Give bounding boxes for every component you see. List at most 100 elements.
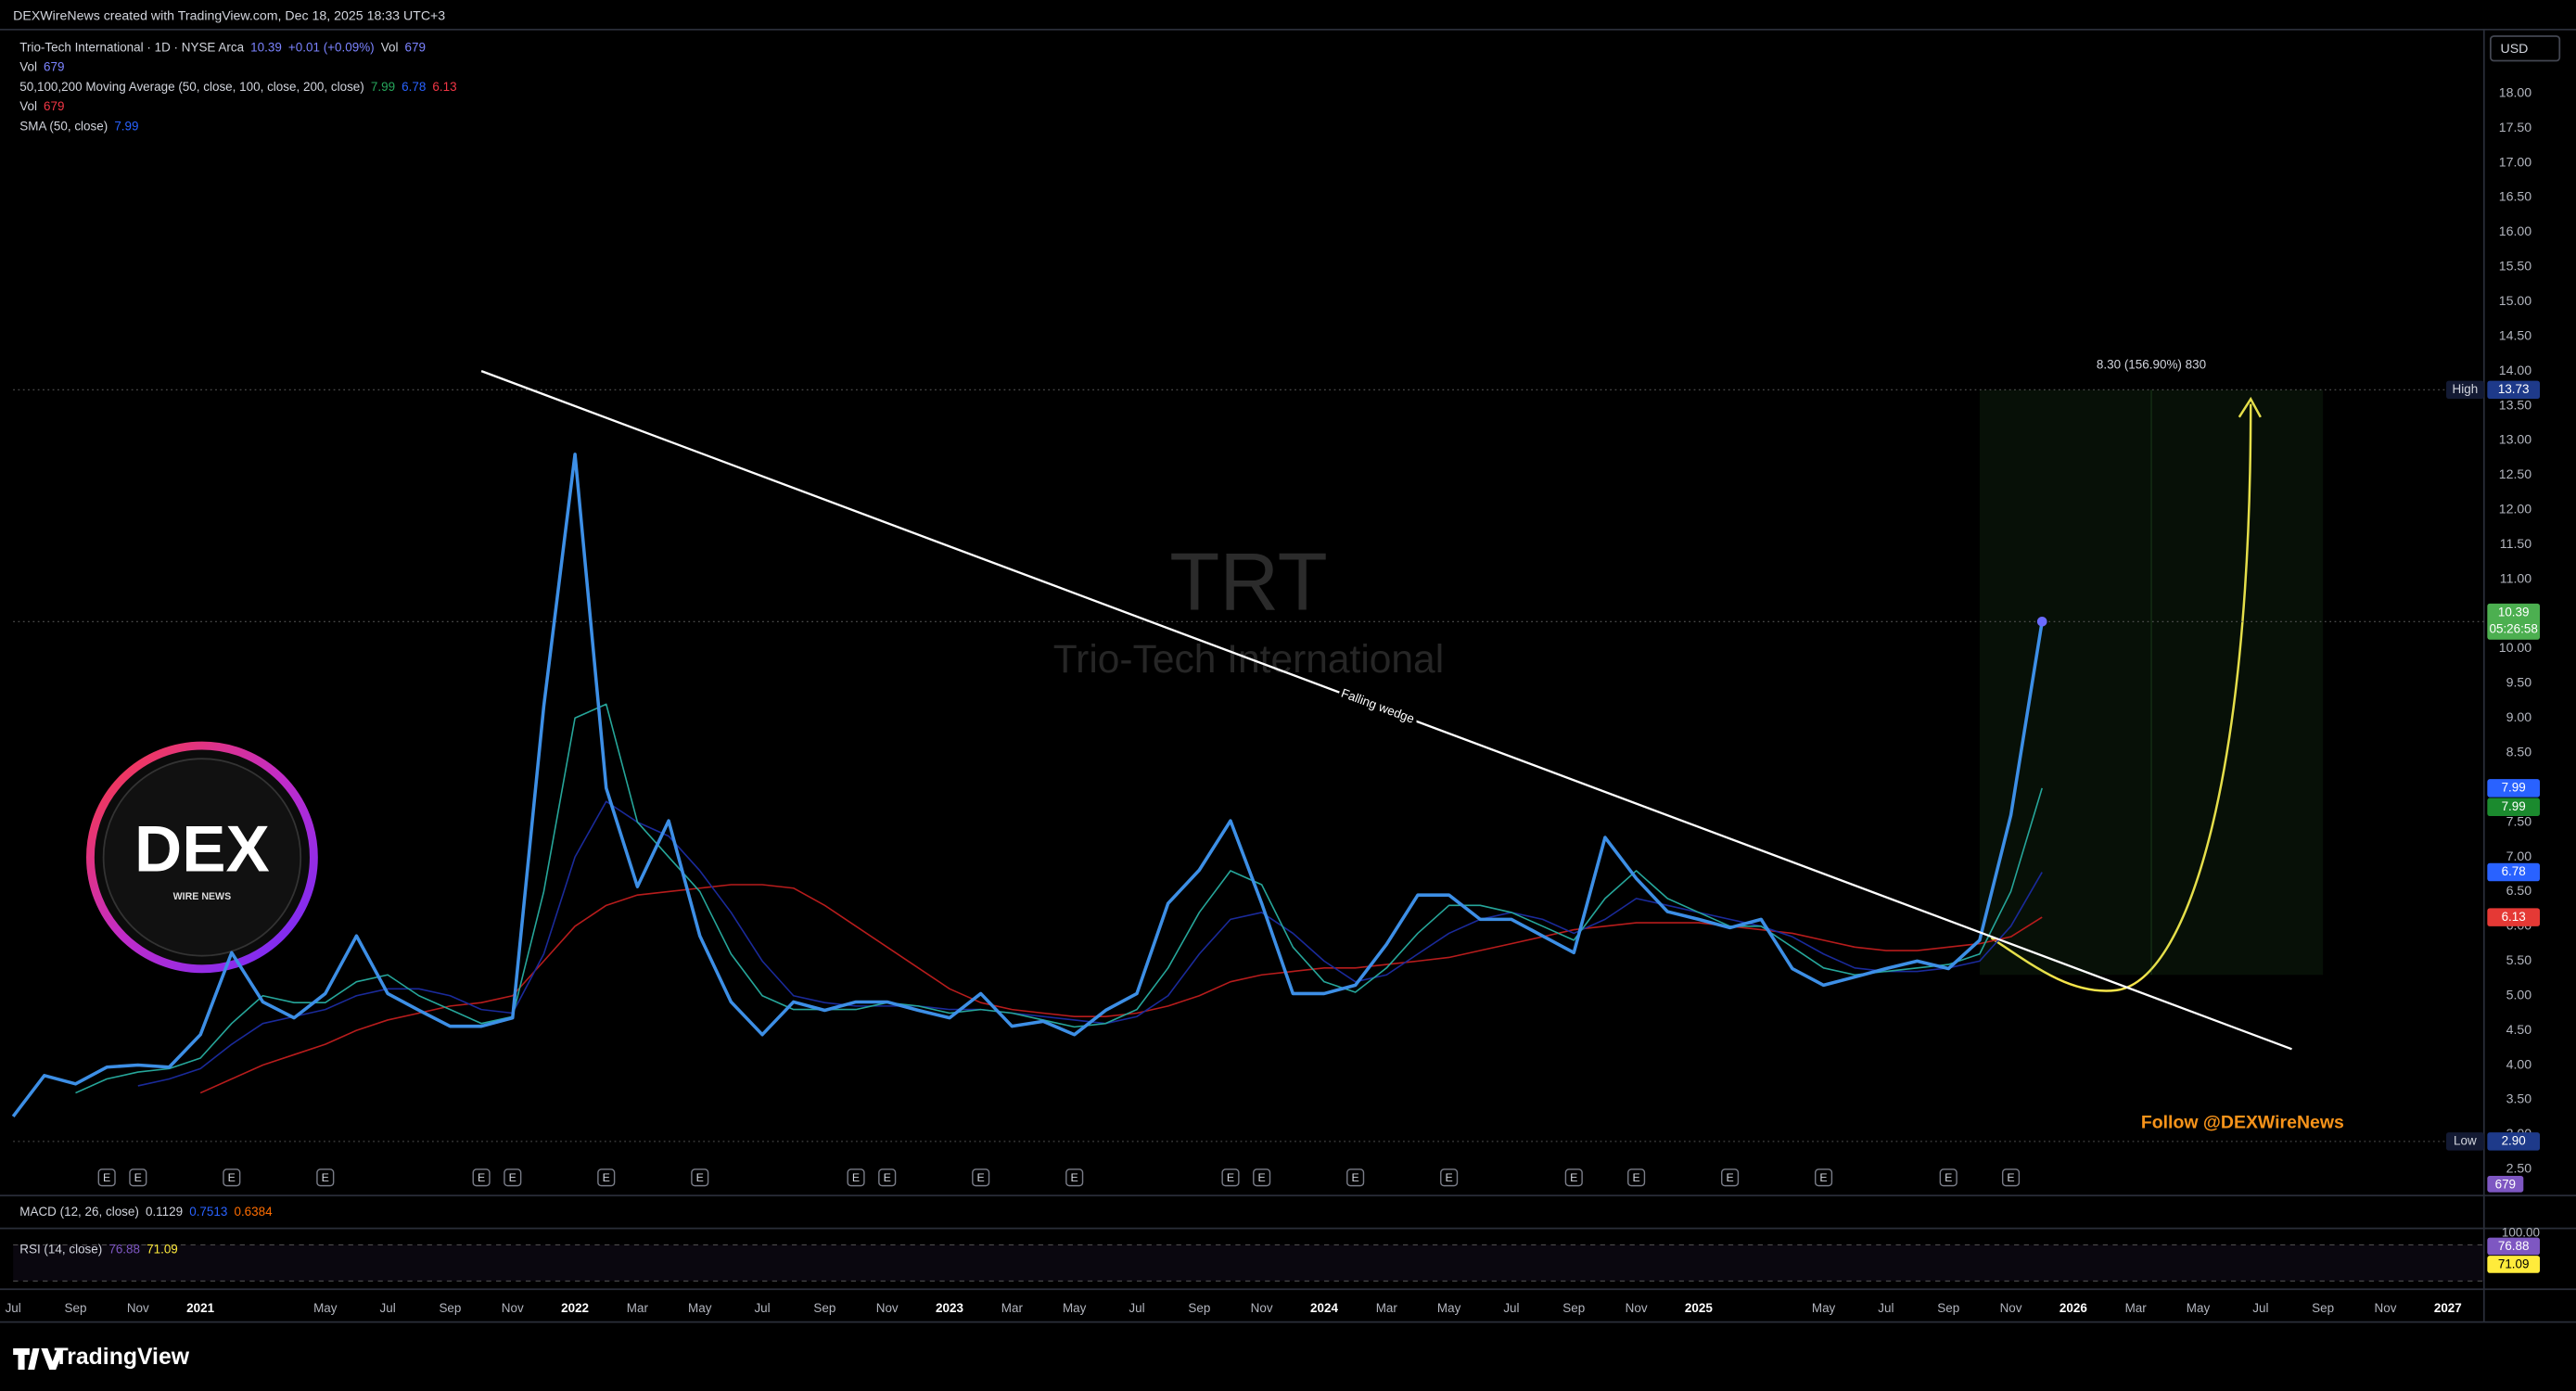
brand[interactable]: TradingView — [13, 1345, 190, 1370]
follow-note[interactable]: Follow @DEXWireNews — [2141, 1112, 2344, 1132]
earnings-marker — [878, 1168, 897, 1187]
x-tick-label: 2024 — [1310, 1301, 1338, 1315]
rsi-tag-value: 76.88 — [2498, 1239, 2530, 1253]
watermark-symbol: TRT — [1169, 535, 1328, 627]
earnings-label: E — [1352, 1171, 1359, 1184]
earnings-marker — [597, 1168, 616, 1187]
price-line — [11, 453, 2044, 1117]
y-tick-label: 11.50 — [2500, 537, 2532, 552]
logo-subtitle: WIRE NEWS — [173, 891, 231, 902]
earnings-label: E — [603, 1171, 610, 1184]
legend-item: 679 — [44, 59, 64, 73]
x-tick-label: Sep — [1937, 1301, 1959, 1315]
legend-item: 679 — [405, 40, 426, 54]
price-tag-countdown: 05:26:58 — [2489, 622, 2537, 636]
earnings-marker — [691, 1168, 709, 1187]
legend-row: 50,100,200 Moving Average (50, close, 10… — [19, 79, 456, 93]
earnings-label: E — [228, 1171, 236, 1184]
earnings-label: E — [1945, 1171, 1952, 1184]
legend-item: MACD (12, 26, close) — [19, 1205, 139, 1219]
legend-row: SMA (50, close) 7.99 — [19, 119, 138, 133]
price-tag-value: 6.13 — [2502, 910, 2526, 924]
price-tag-name: High — [2453, 382, 2479, 396]
trendline — [480, 370, 2292, 1051]
x-tick-label: 2025 — [1685, 1301, 1713, 1315]
legend-item: 76.88 — [108, 1242, 140, 1256]
legend-item: Vol — [19, 59, 37, 73]
x-tick-label: May — [1812, 1301, 1836, 1315]
earnings-label: E — [1071, 1171, 1078, 1184]
price-tag-value: 7.99 — [2502, 799, 2526, 813]
x-tick-label: Sep — [65, 1301, 87, 1315]
earnings-label: E — [977, 1171, 985, 1184]
earnings-label: E — [1445, 1171, 1452, 1184]
logo: DEX WIRE NEWS — [86, 741, 318, 974]
earnings-label: E — [1819, 1171, 1827, 1184]
legend-item: 0.6384 — [234, 1205, 273, 1219]
legend-item: Trio-Tech International · 1D · NYSE Arca — [19, 40, 244, 54]
earnings-marker — [1815, 1168, 1833, 1187]
x-tick-label: Mar — [1001, 1301, 1024, 1315]
y-tick-label: 7.00 — [2506, 849, 2532, 864]
legend-item: 50,100,200 Moving Average (50, close, 10… — [19, 79, 364, 93]
legend-row: RSI (14, close) 76.88 71.09 — [19, 1242, 178, 1256]
legend-item: 6.78 — [402, 79, 426, 93]
earnings-marker — [972, 1168, 990, 1187]
last-price-dot — [2036, 616, 2047, 627]
legend-item: 7.99 — [371, 79, 395, 93]
x-tick-label: Sep — [813, 1301, 835, 1315]
x-tick-label: Jul — [380, 1301, 396, 1315]
y-tick-label: 4.50 — [2506, 1023, 2532, 1038]
y-tick-label: 11.00 — [2500, 571, 2532, 586]
legend-row: Vol 679 — [19, 99, 64, 113]
price-tag-value: 6.78 — [2502, 864, 2526, 878]
price-tag-name-box — [2446, 380, 2484, 400]
legend-item: 71.09 — [147, 1242, 178, 1256]
rsi-tick-label: 100.00 — [2502, 1226, 2540, 1240]
x-tick-label: 2027 — [2434, 1301, 2462, 1315]
earnings-label: E — [2007, 1171, 2014, 1184]
earnings-label: E — [322, 1171, 329, 1184]
earnings-label: E — [1570, 1171, 1577, 1184]
legend-item: 0.7513 — [189, 1205, 227, 1219]
earnings-marker — [504, 1168, 522, 1187]
x-tick-label: Jul — [1503, 1301, 1519, 1315]
arrow-head — [2238, 396, 2262, 418]
price-tag-value: 7.99 — [2502, 781, 2526, 795]
x-tick-label: May — [1063, 1301, 1087, 1315]
legend-item: 679 — [44, 99, 64, 113]
y-tick-label: 15.50 — [2499, 260, 2532, 274]
earnings-marker — [316, 1168, 335, 1187]
legend-item: 7.99 — [114, 119, 138, 133]
price-tag — [2487, 862, 2541, 882]
y-tick-label: 3.50 — [2506, 1092, 2532, 1107]
earnings-label: E — [478, 1171, 485, 1184]
logo-disc — [102, 758, 302, 957]
y-tick-label: 10.00 — [2499, 641, 2532, 656]
legend-row: Vol 679 — [19, 59, 64, 73]
earnings-label: E — [134, 1171, 142, 1184]
legend-item: 6.13 — [432, 79, 456, 93]
earnings-marker — [1346, 1168, 1365, 1187]
x-tick-label: May — [2187, 1301, 2211, 1315]
legend-item: RSI (14, close) — [19, 1242, 102, 1256]
x-tick-label: Nov — [502, 1301, 524, 1315]
earnings-label: E — [1227, 1171, 1234, 1184]
y-tick-label: 17.00 — [2499, 155, 2532, 170]
x-tick-label: May — [1437, 1301, 1461, 1315]
legend-row: Trio-Tech International · 1D · NYSE Arca… — [19, 40, 426, 54]
target-zone — [1979, 389, 2324, 976]
rsi-tag-value: 71.09 — [2498, 1257, 2530, 1271]
y-tick-label: 18.00 — [2499, 85, 2532, 100]
y-tick-label: 17.50 — [2499, 121, 2532, 135]
x-tick-label: Jul — [1878, 1301, 1894, 1315]
y-tick-label: 13.00 — [2499, 433, 2532, 448]
x-tick-label: 2022 — [561, 1301, 589, 1315]
x-tick-label: Mar — [2125, 1301, 2148, 1315]
legend-item: Vol — [19, 99, 37, 113]
volume-tag-value: 679 — [2495, 1177, 2516, 1191]
earnings-marker — [1939, 1168, 1958, 1187]
brand-name: TradingView — [54, 1345, 189, 1370]
legend-item: +0.01 (+0.09%) — [288, 40, 375, 54]
